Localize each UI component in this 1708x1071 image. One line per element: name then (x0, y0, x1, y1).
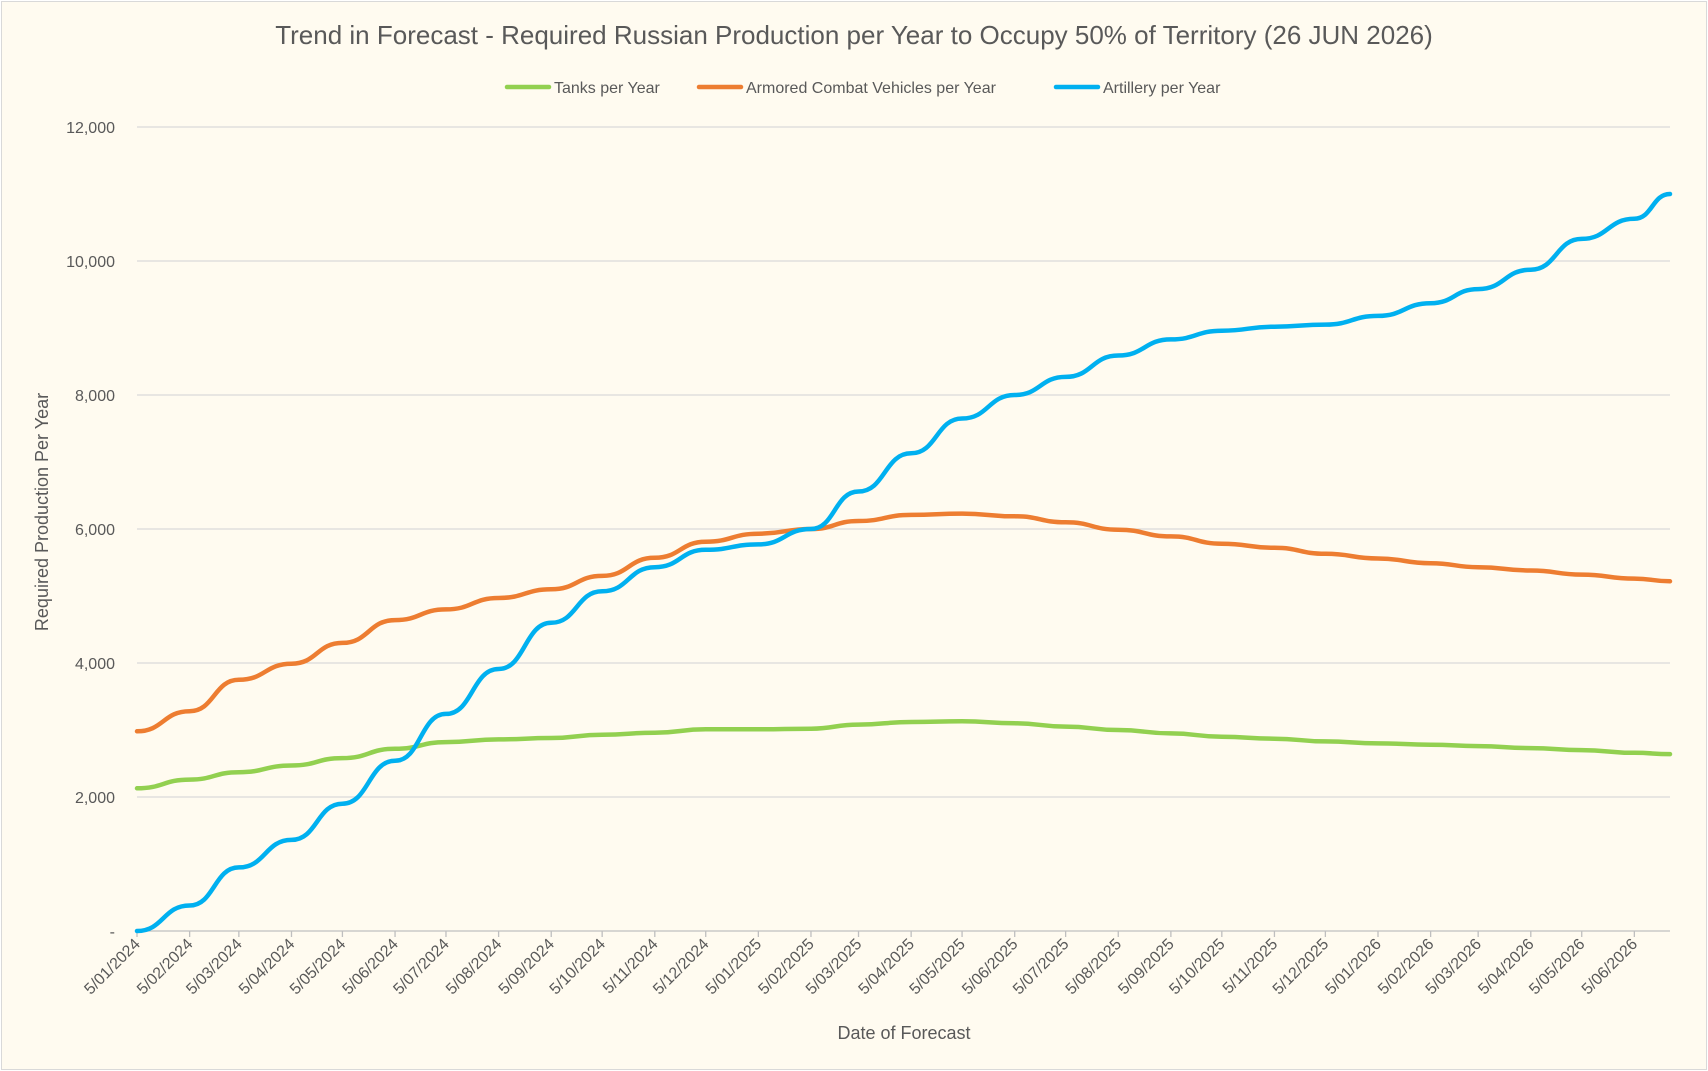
y-tick-label: 10,000 (66, 254, 115, 271)
x-tick-label: 5/08/2025 (1063, 936, 1125, 998)
series-line-artillery-per-year (134, 191, 1673, 934)
x-axis-title: Date of Forecast (837, 1023, 970, 1043)
x-tick-label: 5/12/2025 (1270, 936, 1332, 998)
legend-label: Artillery per Year (1103, 80, 1221, 97)
x-tick-label: 5/06/2026 (1579, 936, 1641, 998)
x-tick-label: 5/05/2025 (907, 936, 969, 998)
x-tick-label: 5/10/2024 (547, 936, 609, 998)
y-axis-ticks: - 2,000 4,000 6,000 8,000 10,000 12,000 (66, 120, 115, 941)
y-tick-label: 8,000 (75, 388, 115, 405)
y-tick-label: 2,000 (75, 790, 115, 807)
x-tick-label: 5/07/2024 (390, 936, 452, 998)
series-line-armored-combat-vehicles-per-year (134, 511, 1673, 734)
x-tick-label: 5/08/2024 (443, 936, 505, 998)
x-tick-label: 5/01/2024 (81, 936, 143, 998)
y-tick-label: 6,000 (75, 522, 115, 539)
legend: Tanks per Year Armored Combat Vehicles pe… (504, 80, 1221, 97)
gridlines (137, 126, 1670, 932)
chart-title: Trend in Forecast - Required Russian Pro… (275, 20, 1433, 50)
x-tick-label: 5/05/2026 (1526, 936, 1588, 998)
x-axis-ticks: 5/01/20245/02/20245/03/20245/04/20245/05… (81, 931, 1641, 998)
y-tick-label: - (110, 924, 115, 941)
x-tick-label: 5/10/2025 (1166, 936, 1228, 998)
y-tick-label: 4,000 (75, 656, 115, 673)
y-axis-title: Required Production Per Year (32, 393, 52, 631)
series-lines (134, 191, 1673, 934)
series-line-tanks-per-year (134, 719, 1673, 791)
y-tick-label: 12,000 (66, 120, 115, 137)
x-tick-label: 5/01/2025 (703, 936, 765, 998)
x-tick-label: 5/05/2024 (287, 936, 349, 998)
x-tick-label: 5/07/2025 (1010, 936, 1072, 998)
legend-label: Tanks per Year (554, 80, 661, 97)
x-tick-label: 5/12/2024 (650, 936, 712, 998)
legend-label: Armored Combat Vehicles per Year (746, 80, 997, 97)
x-tick-label: 5/01/2026 (1322, 936, 1384, 998)
